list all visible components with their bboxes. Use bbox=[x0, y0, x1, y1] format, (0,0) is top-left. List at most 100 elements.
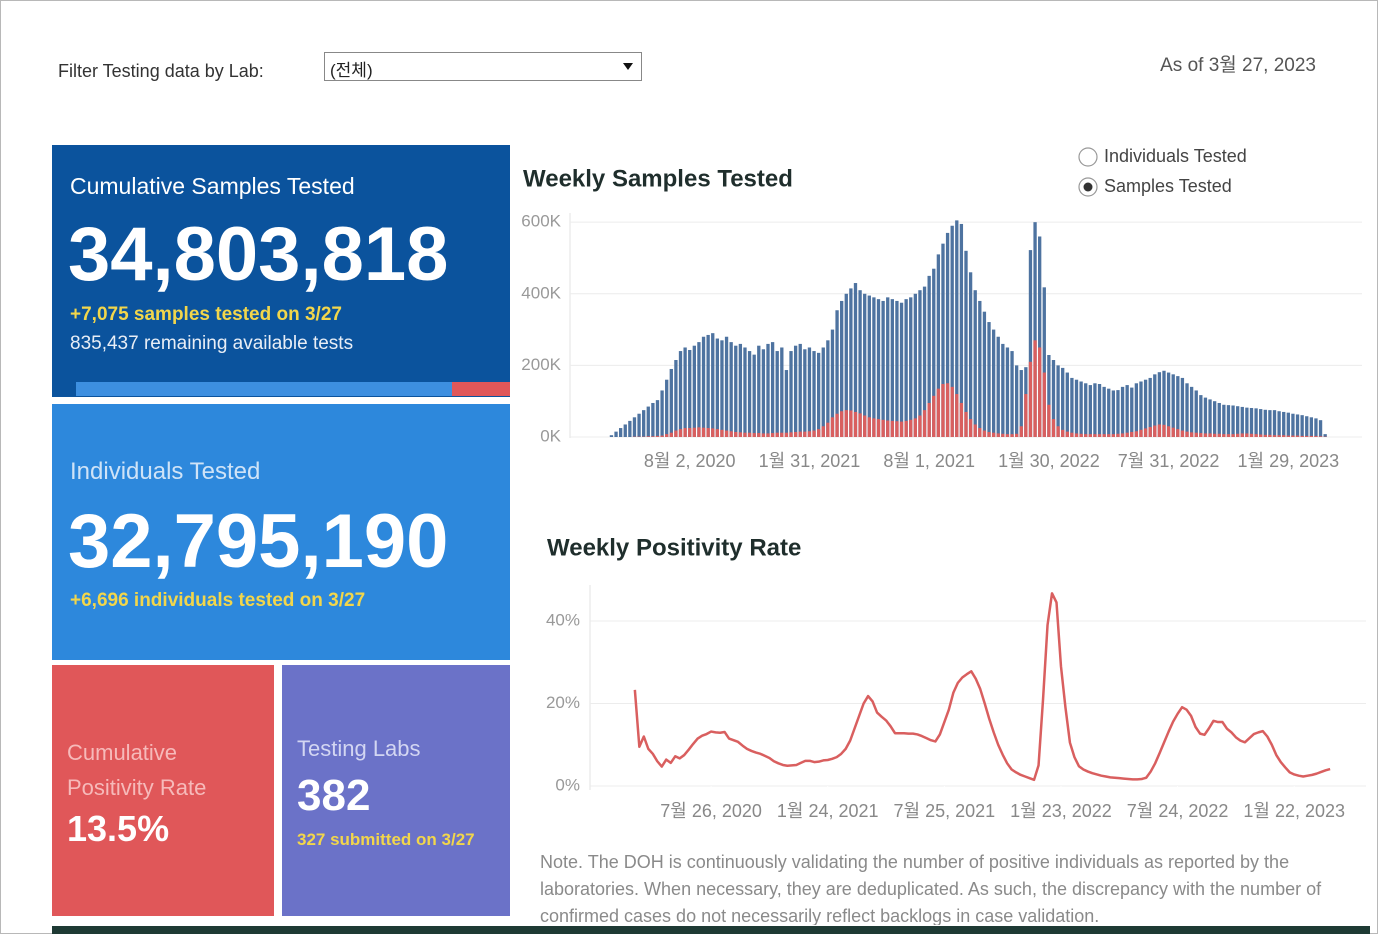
bar bbox=[1051, 360, 1056, 437]
bar bbox=[1309, 435, 1314, 437]
bar bbox=[886, 297, 890, 437]
bar bbox=[1236, 406, 1240, 437]
bar bbox=[738, 343, 743, 437]
bar bbox=[1314, 435, 1318, 437]
bar bbox=[968, 419, 973, 437]
bar bbox=[724, 336, 729, 437]
bar bbox=[1102, 434, 1106, 437]
bar bbox=[913, 418, 918, 437]
bar bbox=[1084, 434, 1088, 437]
bar bbox=[1079, 381, 1083, 437]
tile-detail: 835,437 remaining available tests bbox=[70, 333, 354, 354]
bar bbox=[812, 430, 816, 437]
bar bbox=[1038, 347, 1042, 437]
x-tick-label: 1월 24, 2021 bbox=[777, 801, 879, 821]
dropdown-value: (전체) bbox=[330, 61, 373, 80]
bar bbox=[1259, 434, 1263, 437]
chart-title: Weekly Samples Tested bbox=[523, 165, 793, 192]
bar bbox=[1157, 372, 1162, 437]
bar bbox=[1120, 433, 1125, 437]
bar bbox=[1088, 385, 1092, 437]
bar bbox=[1028, 361, 1033, 437]
bar bbox=[775, 432, 779, 437]
bar bbox=[1019, 370, 1023, 437]
bar bbox=[973, 290, 977, 437]
bar bbox=[955, 394, 959, 437]
bar bbox=[752, 433, 756, 437]
tile-title: Cumulative Positivity Rate bbox=[67, 740, 207, 800]
individuals-tile: Individuals Tested 32,795,190 +6,696 ind… bbox=[52, 404, 510, 660]
bar bbox=[1282, 435, 1286, 437]
bar bbox=[715, 338, 720, 437]
bar bbox=[1125, 385, 1129, 437]
bar bbox=[1272, 435, 1277, 437]
bar bbox=[688, 428, 692, 437]
usage-bar bbox=[76, 382, 452, 396]
bar bbox=[752, 354, 756, 437]
bar bbox=[840, 300, 844, 437]
bar bbox=[660, 435, 664, 437]
tile-number: 34,803,818 bbox=[68, 212, 449, 297]
bar bbox=[697, 342, 701, 437]
lab-dropdown[interactable]: (전체) bbox=[324, 52, 642, 81]
bar bbox=[1097, 384, 1102, 437]
bar bbox=[1291, 435, 1295, 437]
line bbox=[633, 592, 1331, 782]
bar bbox=[1051, 419, 1056, 437]
bar bbox=[711, 333, 715, 437]
bar bbox=[886, 420, 890, 437]
bar bbox=[858, 290, 862, 437]
bar bbox=[798, 431, 802, 437]
positivity-tile: Cumulative Positivity Rate 13.5% bbox=[52, 665, 274, 916]
bar bbox=[1171, 374, 1175, 437]
bar bbox=[863, 293, 867, 437]
tile-title: Individuals Tested bbox=[70, 458, 261, 485]
bar bbox=[1318, 436, 1323, 437]
bar bbox=[927, 275, 931, 437]
bar bbox=[853, 283, 858, 437]
bar bbox=[766, 343, 770, 437]
bar bbox=[747, 351, 752, 437]
bar bbox=[706, 428, 710, 437]
bar bbox=[1189, 386, 1194, 437]
bar bbox=[1130, 431, 1134, 437]
x-tick-label: 7월 31, 2022 bbox=[1118, 451, 1220, 471]
bar bbox=[950, 386, 954, 437]
bar bbox=[1065, 372, 1069, 437]
bar bbox=[655, 435, 660, 437]
bar bbox=[964, 411, 968, 437]
bar bbox=[1194, 390, 1198, 437]
bar bbox=[932, 395, 936, 437]
bar bbox=[789, 432, 793, 437]
tile-highlight: +7,075 samples tested on 3/27 bbox=[70, 304, 342, 325]
bar bbox=[1286, 435, 1290, 437]
bar bbox=[1277, 435, 1281, 437]
bar bbox=[651, 436, 655, 437]
bar bbox=[1061, 367, 1065, 437]
radio-label[interactable]: Samples Tested bbox=[1104, 176, 1232, 196]
bar bbox=[1014, 365, 1019, 437]
bar bbox=[660, 390, 664, 437]
bar bbox=[863, 415, 867, 437]
bar bbox=[1259, 409, 1263, 437]
bar bbox=[1305, 416, 1309, 437]
bar bbox=[743, 432, 747, 437]
bar bbox=[1088, 434, 1092, 437]
radio-label[interactable]: Individuals Tested bbox=[1104, 146, 1247, 166]
bar bbox=[927, 402, 931, 437]
bar bbox=[849, 288, 853, 437]
bar bbox=[734, 431, 738, 437]
bar bbox=[1001, 433, 1005, 437]
bar bbox=[770, 342, 775, 437]
bar bbox=[840, 411, 844, 437]
bar bbox=[729, 431, 733, 437]
bar bbox=[867, 295, 871, 437]
bar bbox=[1061, 429, 1065, 437]
bar bbox=[959, 402, 964, 437]
bar bbox=[711, 428, 715, 437]
bar bbox=[1222, 434, 1226, 437]
radio-button[interactable] bbox=[1078, 147, 1098, 167]
bar bbox=[780, 432, 784, 437]
bar bbox=[1199, 433, 1203, 437]
